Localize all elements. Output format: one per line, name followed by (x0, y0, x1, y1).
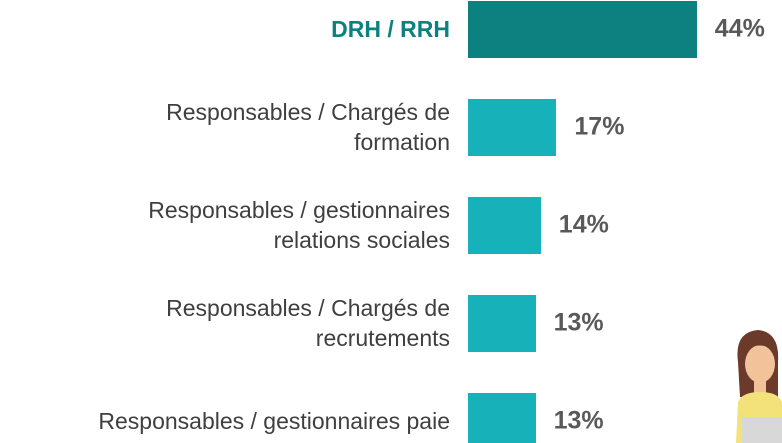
value-label: 13% (554, 309, 604, 338)
category-label: Responsables / gestionnaires relations s… (110, 195, 450, 255)
illustration (728, 322, 782, 443)
value-label: 44% (715, 15, 765, 44)
bar (468, 393, 536, 443)
value-label: 13% (554, 407, 604, 436)
category-label: Responsables / Chargés de formation (110, 97, 450, 157)
value-label: 17% (574, 113, 624, 142)
chart: DRH / RRH 44% Responsables / Chargés de fo… (0, 0, 782, 443)
bar (468, 295, 536, 352)
value-label: 14% (559, 211, 609, 240)
bar (468, 197, 541, 254)
category-label: DRH / RRH (331, 14, 450, 44)
bar (468, 99, 556, 156)
category-label: Responsables / Chargés de recrutements (110, 293, 450, 353)
bar (468, 1, 697, 58)
category-label: Responsables / gestionnaires paie (98, 406, 450, 436)
